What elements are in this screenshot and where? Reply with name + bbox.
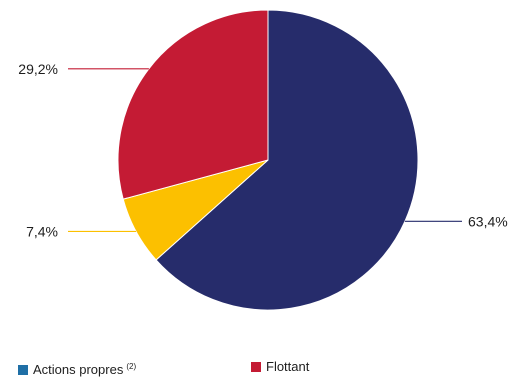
legend-note-actions-propres: (2) (126, 362, 137, 371)
slice-7-4-label: 7,4% (26, 223, 58, 239)
slice-63-4-label: 63,4% (468, 213, 508, 229)
slice-29-2 (117, 9, 269, 200)
legend-label-flottant: Flottant (266, 359, 310, 374)
slice-29-2-label: 29,2% (18, 61, 58, 77)
legend-label-actions-propres: Actions propres (33, 362, 124, 377)
slice-63-4 (155, 9, 419, 311)
legend-item-actions-propres: Actions propres (2) (18, 360, 136, 377)
legend-item-flottant: Flottant (251, 360, 309, 374)
legend-swatch-flottant (251, 362, 261, 372)
legend-swatch-actions-propres (18, 365, 28, 375)
